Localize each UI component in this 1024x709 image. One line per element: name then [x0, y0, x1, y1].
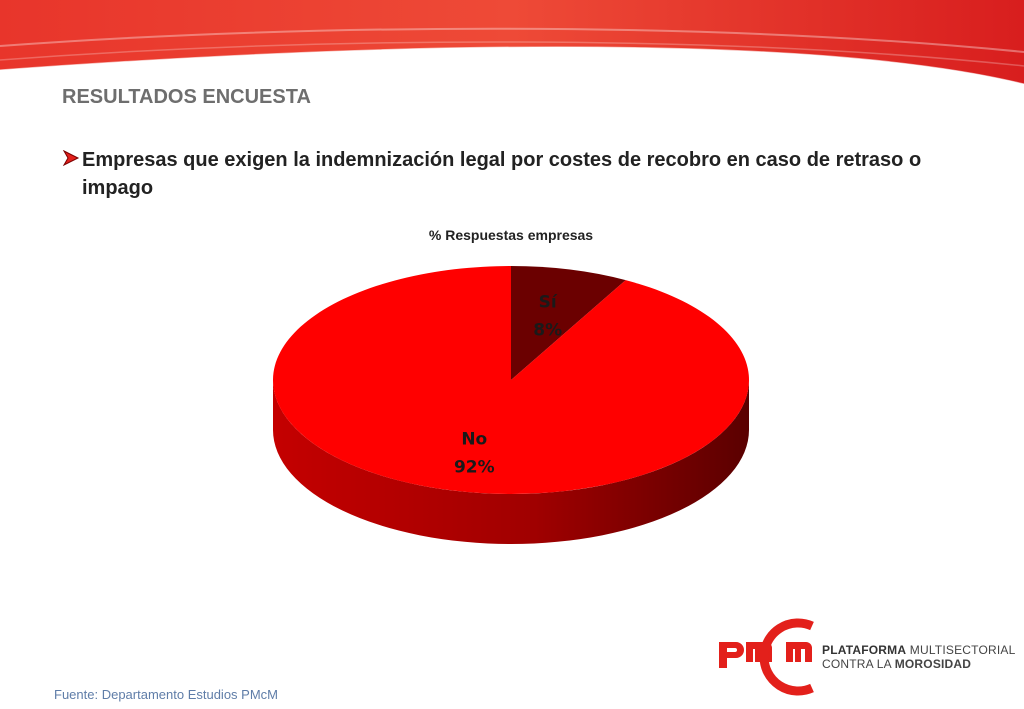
header-banner: [0, 0, 1024, 85]
slice-label-0: Sí: [539, 293, 558, 313]
slice-value-1: 92%: [454, 457, 495, 477]
pmcm-logo: PLATAFORMA MULTISECTORIAL CONTRA LA MORO…: [716, 610, 1015, 700]
arrow-bullet-icon: [62, 150, 80, 166]
chart-title: % Respuestas empresas: [429, 227, 593, 243]
pie-slice-0: [511, 266, 626, 380]
pmcm-logo-mark: [719, 618, 814, 696]
pie-side-wall: [273, 380, 749, 544]
pie-slice-1: [272, 266, 749, 494]
slice-value-0: 8%: [533, 321, 562, 341]
section-title: RESULTADOS ENCUESTA: [62, 86, 311, 108]
bullet-item: Empresas que exigen la indemnización leg…: [62, 146, 992, 202]
logo-text-line1: PLATAFORMA MULTISECTORIAL: [822, 643, 1016, 657]
bullet-text: Empresas que exigen la indemnización leg…: [82, 149, 922, 199]
slice-label-1: No: [461, 429, 487, 449]
logo-text-line2: CONTRA LA MOROSIDAD: [822, 657, 972, 671]
source-note: Fuente: Departamento Estudios PMcM: [54, 687, 278, 702]
